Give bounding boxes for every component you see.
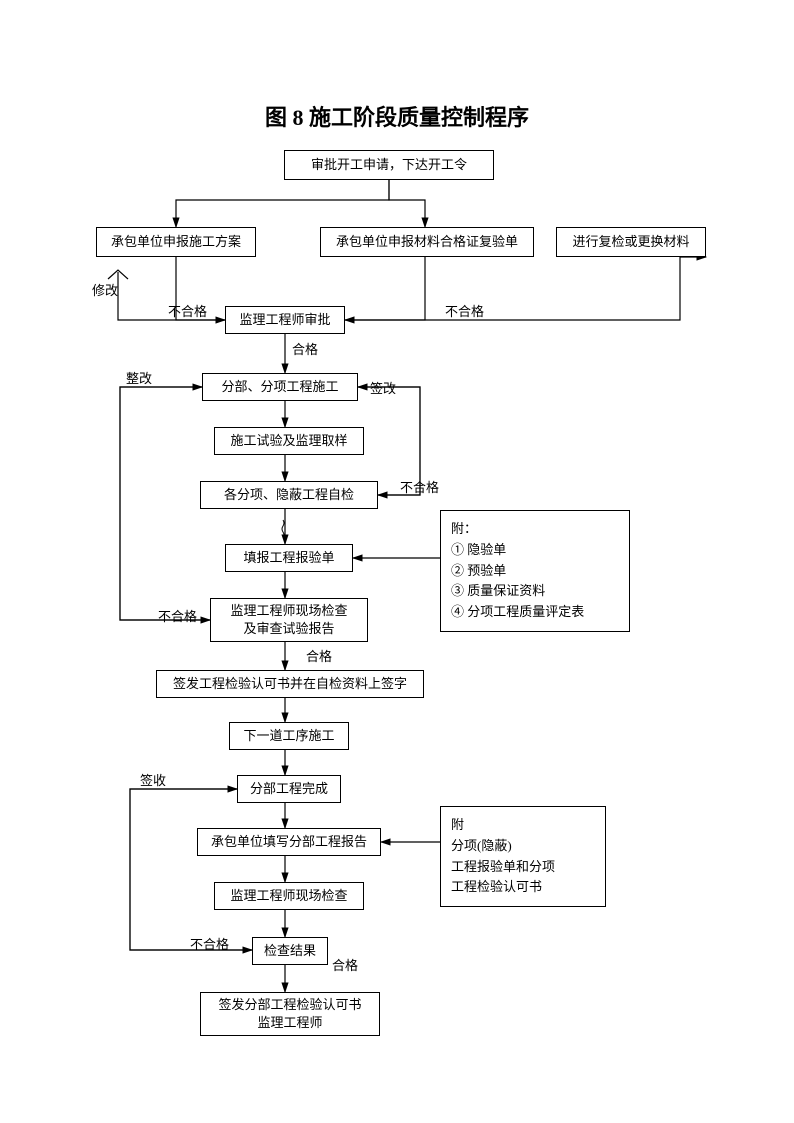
flow-node-n3: 承包单位申报材料合格证复验单	[320, 227, 534, 257]
flow-node-n7: 施工试验及监理取样	[214, 427, 364, 455]
attachment-a1: 附：① 隐验单② 预验单③ 质量保证资料④ 分项工程质量评定表	[440, 510, 630, 632]
flow-node-n8: 各分项、隐蔽工程自检	[200, 481, 378, 509]
edge-label-l_xiugai: 修改	[92, 280, 118, 299]
flow-node-n14: 承包单位填写分部工程报告	[197, 828, 381, 856]
flow-node-n16: 检查结果	[252, 937, 328, 965]
flow-node-n13: 分部工程完成	[237, 775, 341, 803]
edge-label-l_hg1: 合格	[292, 339, 318, 358]
edge-label-l_bhg3: 不合格	[400, 477, 439, 496]
edge-label-l_hg3: 合格	[332, 955, 358, 974]
flow-node-n15: 监理工程师现场检查	[214, 882, 364, 910]
edge-label-l_bhg1: 不合格	[168, 301, 207, 320]
diagram-title: 图 8 施工阶段质量控制程序	[0, 100, 794, 132]
flow-node-n11: 签发工程检验认可书并在自检资料上签字	[156, 670, 424, 698]
edge-label-l_bhg5: 不合格	[190, 934, 229, 953]
edge-label-l_zg: 整改	[126, 368, 152, 387]
attachment-a2: 附分项(隐蔽)工程报验单和分项工程检验认可书	[440, 806, 606, 907]
flow-node-n6: 分部、分项工程施工	[202, 373, 358, 401]
flow-node-n2: 承包单位申报施工方案	[96, 227, 256, 257]
flow-node-n4: 进行复检或更换材料	[556, 227, 706, 257]
flow-node-n5: 监理工程师审批	[225, 306, 345, 334]
flow-node-n10: 监理工程师现场检查及审查试验报告	[210, 598, 368, 642]
flow-node-n9: 填报工程报验单	[225, 544, 353, 572]
edge-label-l_bhg4: 不合格	[158, 606, 197, 625]
flow-node-n17: 签发分部工程检验认可书监理工程师	[200, 992, 380, 1036]
flow-node-n1: 审批开工申请，下达开工令	[284, 150, 494, 180]
edge-label-l_qs: 签收	[140, 770, 166, 789]
edge-label-l_hg2: 合格	[306, 646, 332, 665]
flow-node-n12: 下一道工序施工	[229, 722, 349, 750]
edge-label-l_qg: 签改	[370, 378, 396, 397]
edge-label-l_bhg2: 不合格	[445, 301, 484, 320]
